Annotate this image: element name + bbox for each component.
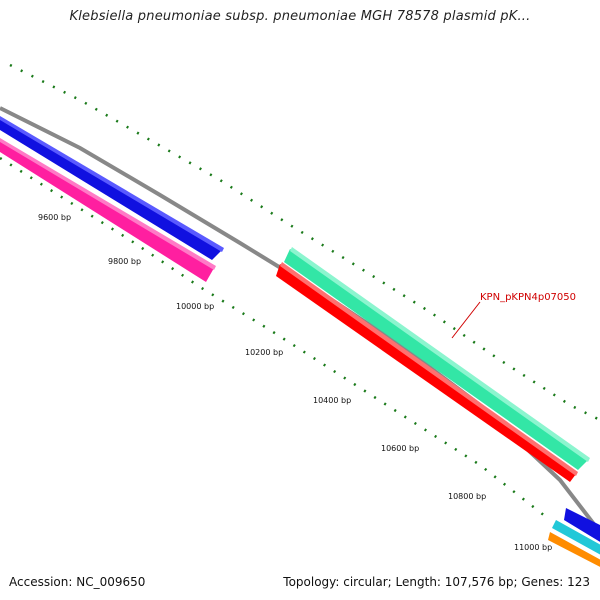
inner-tick-ring [0, 156, 551, 521]
map-title: Klebsiella pneumoniae subsp. pneumoniae … [69, 9, 531, 24]
tick-label-10800: 10800 bp [448, 492, 486, 501]
gene-blue-left[interactable] [0, 116, 224, 260]
gene-orange-right[interactable] [548, 532, 600, 572]
tick-label-10200: 10200 bp [245, 348, 283, 357]
accession-text: Accession: NC_009650 [9, 575, 146, 589]
gene-label[interactable]: KPN_pKPN4p07050 [480, 292, 576, 303]
tick-label-10000: 10000 bp [176, 302, 214, 311]
tick-label-10600: 10600 bp [381, 444, 419, 453]
gene-pink-left[interactable] [0, 138, 216, 282]
summary-text: Topology: circular; Length: 107,576 bp; … [283, 575, 590, 589]
tick-label-10400: 10400 bp [313, 396, 351, 405]
tick-label-11000: 11000 bp [514, 543, 552, 552]
tick-label-9800: 9800 bp [108, 257, 141, 266]
outer-tick-ring [9, 63, 600, 422]
gene-blue-right[interactable] [564, 508, 600, 548]
tick-label-9600: 9600 bp [38, 213, 71, 222]
gene-cyan-right[interactable] [552, 520, 600, 560]
gene-red[interactable] [276, 262, 578, 482]
gene-label-leader [451, 301, 481, 339]
gene-teal[interactable] [284, 247, 590, 470]
